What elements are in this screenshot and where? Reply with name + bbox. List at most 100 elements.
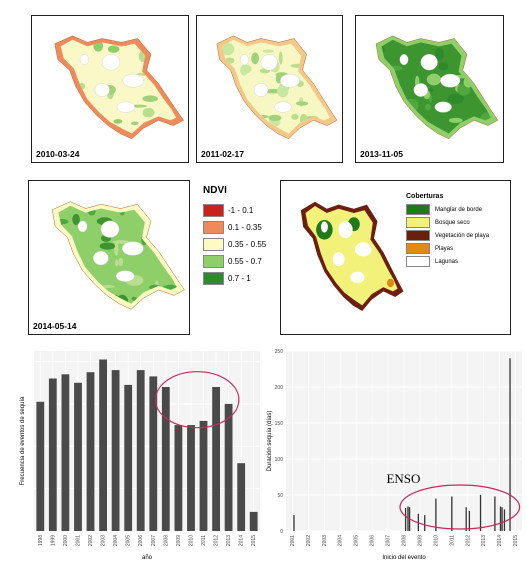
y-tick-label: 0 [280,529,283,535]
x-tick-label: 2002 [306,535,312,546]
y-tick-label: 100 [275,457,284,463]
enso-annotation: ENSO [386,471,420,486]
cover-legend-item: Vegetación de playa [406,229,506,242]
legend-label: Vegetación de playa [435,232,490,239]
bar-2015 [249,511,258,531]
ndvi-legend: NDVI -1 - 0.1 0.1 - 0.35 0.35 - 0.55 0.5… [199,185,269,305]
x-tick-label: 2008 [163,535,169,546]
bar-2009 [174,425,183,531]
map-date-label: 2010-03-24 [36,149,80,159]
x-tick-label: 2009 [417,535,423,546]
legend-label: Bosque seco [435,219,470,226]
drought-frequency-chart: 1998 1999 2000 2001 2002 2003 2004 2005 2006 2007… [20,351,260,561]
x-tick-label: 2007 [386,535,392,546]
x-tick-label: 2010 [188,535,194,546]
y-tick-label: 250 [275,349,284,355]
map-2014 [51,201,185,310]
map-2011 [216,35,338,140]
x-tick-label: 2011 [449,535,455,546]
legend-swatch [406,217,430,228]
map-panel-2010: 2010-03-24 [31,15,189,163]
x-axis-label: Inicio del evento [382,555,426,561]
bar-2014 [237,463,246,531]
x-tick-label: 2014 [239,535,245,546]
cover-legend-item: Lagunas [406,255,506,268]
legend-swatch [203,272,224,285]
legend-label: 0.55 - 0.7 [228,257,262,266]
bar-2001 [74,382,82,531]
ndvi-legend-title: NDVI [203,185,227,196]
drought-duration-chart: 0 50 100 150 200 250 2001 2002 2003 2004 2005 2006 2… [267,349,522,561]
legend-swatch [203,238,224,251]
cover-legend-item: Manglar de borde [406,203,506,216]
x-tick-label: 1998 [38,535,44,546]
y-tick-label: 150 [275,421,284,427]
legend-label: -1 - 0.1 [228,206,254,215]
cover-legend-item: Bosque seco [406,216,506,229]
x-tick-label: 2013 [226,535,232,546]
x-tick-label: 2012 [214,535,220,546]
legend-swatch [203,204,224,217]
bar-1999 [48,378,57,531]
x-tick-label: 2004 [113,535,119,546]
x-tick-label: 2005 [126,535,132,546]
bar-2012 [212,387,220,531]
cover-map [300,201,404,311]
bar-2011 [199,420,208,531]
legend-swatch [406,256,430,267]
x-tick-label: 1999 [50,535,56,546]
highlight-ellipse [154,371,240,429]
cover-legend: Coberturas Manglar de borde Bosque seco … [406,193,506,268]
legend-swatch [406,243,430,254]
x-tick-label: 2009 [176,535,182,546]
cover-map-panel [280,180,511,335]
ndvi-legend-item: 0.1 - 0.35 [199,219,269,236]
plot-area [34,351,260,531]
legend-label: 0.35 - 0.55 [228,240,267,249]
map-2010 [54,35,184,140]
cover-legend-title: Coberturas [406,193,444,200]
legend-label: Manglar de borde [435,206,483,213]
x-tick-label: 2000 [63,535,69,546]
x-axis-label: año [142,555,153,561]
x-tick-label: 2006 [370,535,376,546]
bar-1998 [36,401,45,531]
x-tick-label: 2003 [101,535,107,546]
x-tick-label: 2005 [354,535,360,546]
x-tick-label: 2015 [513,535,519,546]
x-tick-label: 2001 [290,535,296,546]
legend-swatch [203,255,224,268]
map-date-label: 2011-02-17 [201,149,245,159]
bar-2007 [149,376,158,531]
map-panel-2013: 2013-11-05 [355,15,504,163]
x-tick-label: 2006 [138,535,144,546]
y-tick-label: 50 [277,493,283,499]
legend-swatch [406,204,430,215]
x-tick-label: 2010 [433,535,439,546]
bar-2013 [224,403,233,531]
map-panel-2011: 2011-02-17 [196,15,343,163]
legend-swatch [203,221,224,234]
x-tick-label: 2015 [251,535,257,546]
x-tick-label: 2013 [481,535,487,546]
legend-label: Lagunas [435,258,459,265]
y-axis-label: Frecuencia de eventos de sequía [20,396,26,485]
bar-2000 [61,374,70,531]
x-tick-label: 2002 [88,535,94,546]
x-tick-label: 2003 [322,535,328,546]
bar-2002 [86,372,95,531]
legend-label: Playas [435,245,454,252]
ndvi-legend-item: 0.55 - 0.7 [199,253,269,270]
bar-2005 [124,384,133,531]
x-tick-label: 2004 [338,535,344,546]
highlight-ellipse [399,484,521,530]
x-tick-label: 2014 [497,535,503,546]
x-tick-label: 2011 [201,535,207,546]
ndvi-legend-item: 0.35 - 0.55 [199,236,269,253]
bar-2008 [161,387,170,531]
x-tick-label: 2007 [151,535,157,546]
legend-label: 0.7 - 1 [228,274,251,283]
map-date-label: 2013-11-05 [360,149,404,159]
bar-2010 [187,425,195,531]
x-tick-label: 2008 [402,535,408,546]
